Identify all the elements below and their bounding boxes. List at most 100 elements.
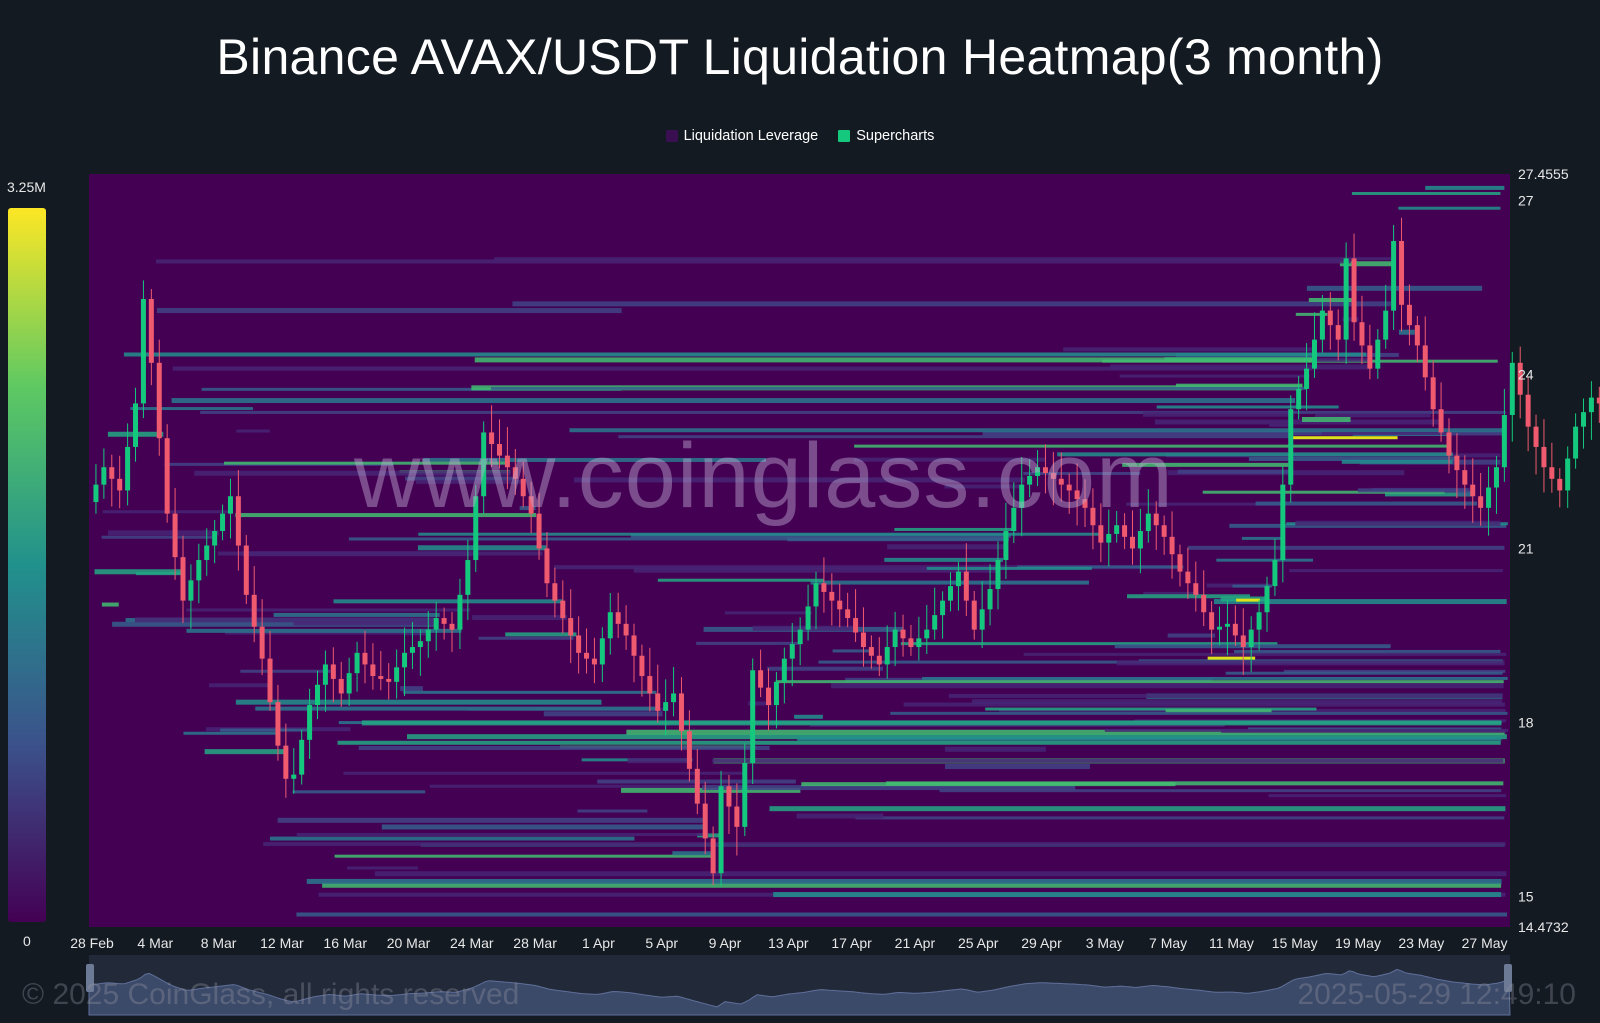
heatmap-band [797, 736, 1502, 741]
heatmap-band [672, 851, 712, 856]
legend-item-liquidation-leverage[interactable]: Liquidation Leverage [665, 128, 818, 144]
heatmap-band [752, 625, 856, 631]
heatmap-band [831, 683, 1504, 689]
heatmap-band [418, 532, 1099, 536]
candle-body [1335, 325, 1341, 340]
candle-body [1549, 467, 1555, 479]
heatmap-band [696, 641, 800, 645]
heatmap-band [697, 833, 721, 838]
candle-body [1232, 623, 1238, 636]
candle-body [773, 681, 779, 706]
candle-body [1209, 612, 1215, 630]
heatmap-band [255, 706, 659, 711]
heatmap-band [374, 871, 1507, 877]
x-tick-label: 28 Mar [513, 935, 557, 951]
candle-body [1098, 525, 1104, 543]
candle-body [1129, 536, 1135, 549]
candle-body [1327, 310, 1333, 326]
heatmap-band [1398, 206, 1501, 210]
heatmap-band [1425, 185, 1505, 190]
heatmap-band [273, 612, 440, 617]
heatmap-band [796, 813, 884, 819]
candle-body [987, 589, 993, 610]
heatmap-band [1187, 545, 1505, 550]
candle-body [568, 618, 574, 636]
candle-body [101, 467, 107, 485]
candle-body [837, 600, 843, 610]
heatmap-band [1357, 488, 1469, 493]
navigator-area [88, 968, 1511, 1016]
candle-body [1224, 623, 1230, 627]
heatmap-band [101, 602, 119, 607]
candle-body [1588, 397, 1594, 413]
heatmap-band [939, 789, 1502, 793]
heatmap-band [1127, 594, 1251, 599]
candle-body [1399, 241, 1405, 305]
x-tick-label: 25 Apr [958, 935, 999, 951]
y-tick-label: 21 [1518, 540, 1534, 556]
candle-body [125, 446, 131, 491]
heatmap-band [223, 461, 509, 465]
y-tick-label: 24 [1518, 366, 1534, 382]
candle-body [995, 560, 1001, 590]
x-tick-label: 9 Apr [709, 935, 742, 951]
candle-body [394, 667, 400, 682]
candle-body [188, 580, 194, 601]
heatmap-band [474, 357, 1314, 363]
heatmap-band [853, 457, 1047, 462]
candle-body [924, 629, 930, 639]
heatmap-band [235, 513, 537, 518]
navigator-left-handle[interactable] [86, 964, 94, 992]
candle-body [283, 745, 289, 779]
candle-body [599, 638, 605, 665]
candle-body [1509, 362, 1515, 416]
candle-body [702, 803, 708, 839]
heatmap-band [200, 410, 1506, 414]
candle-body [1169, 536, 1175, 555]
heatmap-band [1384, 492, 1473, 497]
candle-body [1082, 499, 1088, 508]
heatmap-band [361, 720, 1502, 726]
candle-body [1011, 507, 1017, 532]
candle-body [1066, 484, 1072, 491]
candle-body [386, 678, 392, 682]
candle-body [465, 560, 471, 595]
candle-body [1501, 415, 1507, 468]
candle-body [734, 806, 740, 827]
candle-body [639, 655, 645, 677]
heatmap-band [156, 259, 1351, 264]
candle-body [1288, 409, 1294, 485]
candle-body [109, 467, 115, 479]
heatmap-band [296, 832, 709, 836]
candle-body [1557, 478, 1563, 491]
candle-body [212, 531, 218, 546]
candle-body [1114, 525, 1120, 534]
heatmap-hotspot [1236, 598, 1260, 602]
candle-body [220, 513, 226, 532]
candle-body [845, 609, 851, 619]
heatmap-band [982, 431, 1505, 436]
navigator-right-handle[interactable] [1504, 964, 1512, 992]
candle-body [164, 438, 170, 514]
candle-body [148, 299, 154, 363]
heatmap-band [1295, 520, 1501, 526]
heatmap-band [407, 734, 1507, 740]
heatmap-band [236, 429, 270, 433]
heatmap-band [922, 676, 1508, 680]
candle-body [1035, 467, 1041, 476]
candle-body [1430, 377, 1436, 410]
legend-item-supercharts[interactable]: Supercharts [838, 128, 934, 144]
candle-body [1137, 531, 1143, 549]
heatmap-band [890, 711, 1508, 715]
candle-body [1161, 525, 1167, 537]
heatmap-band [633, 567, 998, 573]
candle-body [1319, 310, 1325, 340]
legend-swatch-liquidation-leverage [665, 130, 678, 142]
candle-body [378, 676, 384, 679]
heatmap-band [618, 435, 1291, 439]
candle-body [315, 684, 321, 706]
heatmap-band [112, 621, 437, 627]
candle-body [196, 560, 202, 581]
heatmap-band [108, 530, 219, 536]
